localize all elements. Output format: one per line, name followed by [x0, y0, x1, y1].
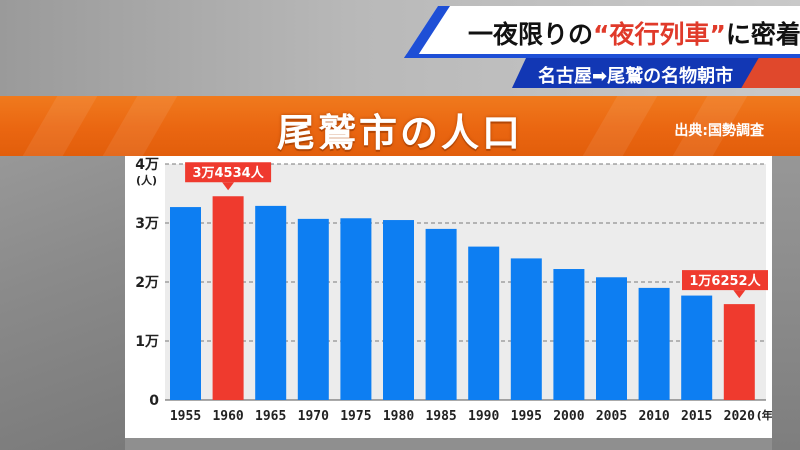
- bar-1965: [255, 205, 287, 400]
- plot-area: [165, 164, 766, 400]
- headline-caption: 一夜限りの“夜行列車”に密着: [404, 6, 800, 58]
- x-tick-label: 2005: [596, 409, 627, 424]
- bar-2015: [681, 295, 713, 400]
- headline-highlight: “夜行列車”: [593, 20, 726, 49]
- bar-1980: [383, 220, 414, 400]
- x-tick-label: 1965: [255, 409, 286, 424]
- bar-2010: [638, 287, 670, 400]
- data-source: 出典:国勢調査: [674, 123, 764, 139]
- x-tick-label: 2000: [553, 409, 584, 424]
- x-tick-label: 1975: [340, 409, 371, 424]
- x-tick-label: 1985: [425, 409, 456, 424]
- y-tick-label: 4万: [135, 157, 159, 173]
- y-tick-label: 2万: [135, 275, 159, 291]
- subline-caption: 名古屋➡尾鷲の名物朝市: [512, 58, 800, 88]
- x-tick-label: 1970: [298, 409, 329, 424]
- chart-title: 尾鷲市の人口: [276, 111, 523, 155]
- x-tick-label: 1955: [170, 409, 201, 424]
- bar-1955: [170, 207, 201, 400]
- x-tick-label: 1990: [468, 409, 499, 424]
- bar-1990: [468, 246, 500, 400]
- x-tick-label: 1980: [383, 409, 414, 424]
- bar-1995: [510, 258, 542, 400]
- bar-1975: [340, 218, 372, 400]
- callout-box: [185, 162, 272, 183]
- chart-panel: 0 1万 2万 3万 4万 (人) 1955 1960 1965 1970 1975 1980 1985…: [125, 156, 772, 438]
- x-tick-label: 1960: [212, 409, 243, 424]
- y-tick-label: 1万: [135, 334, 159, 350]
- callout-label: 3万4534人: [192, 165, 264, 181]
- x-tick-label: 1995: [511, 409, 542, 424]
- caption-edge: [404, 54, 800, 58]
- bar-2000: [553, 269, 585, 400]
- headline-pre: 一夜限りの: [468, 20, 594, 49]
- y-tick-label: 3万: [135, 216, 159, 232]
- bar-1970: [297, 218, 329, 400]
- x-tick-label: 2010: [638, 409, 669, 424]
- callout-pointer: [222, 182, 235, 191]
- headline-post: に密着: [725, 20, 800, 49]
- bar-2020: [723, 304, 755, 400]
- callout-label: 1万6252人: [689, 273, 761, 289]
- callout-pointer: [733, 290, 746, 299]
- y-axis-unit-label: (人): [136, 173, 157, 187]
- x-tick-label: 2020: [724, 409, 755, 424]
- title-band: 尾鷲市の人口 出典:国勢調査: [0, 96, 800, 156]
- bar-1985: [425, 228, 457, 400]
- population-bar-chart: 0 1万 2万 3万 4万(人) 1955 1960 1965 1970 1975 1980 1985…: [135, 157, 772, 424]
- x-tick-label: 2015: [681, 409, 712, 424]
- bar-1960: [212, 196, 244, 400]
- bar-2005: [596, 277, 627, 400]
- callout-box: [682, 270, 768, 291]
- subline-accent: [741, 58, 800, 88]
- subline-text: 名古屋➡尾鷲の名物朝市: [538, 66, 734, 87]
- y-tick-label: 0: [149, 393, 159, 409]
- headline-text: 一夜限りの“夜行列車”に密着: [468, 15, 800, 51]
- x-axis-unit-label: (年): [757, 408, 772, 422]
